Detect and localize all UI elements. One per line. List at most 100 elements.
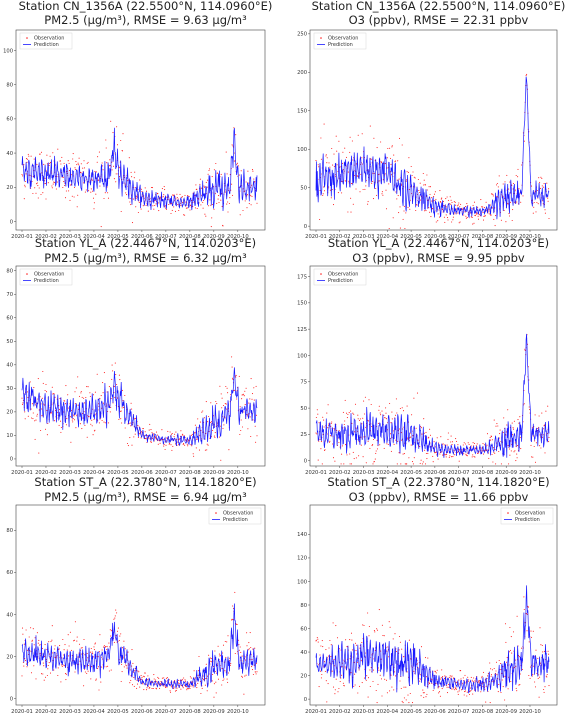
observation-point	[139, 433, 141, 435]
observation-point	[71, 195, 73, 197]
observation-point	[398, 137, 401, 139]
observation-point	[246, 194, 249, 196]
observation-point	[536, 427, 538, 430]
observation-point	[121, 663, 123, 666]
observation-point	[193, 670, 195, 672]
observation-point	[63, 649, 65, 651]
observation-point	[95, 171, 97, 173]
observation-point	[183, 435, 185, 437]
observation-point	[134, 418, 136, 420]
observation-point	[93, 202, 95, 204]
observation-point	[393, 443, 395, 445]
observation-point	[390, 422, 392, 424]
observation-point	[402, 656, 405, 658]
observation-point	[197, 674, 199, 676]
observation-point	[385, 412, 387, 414]
observation-point	[336, 637, 339, 639]
observation-point	[471, 216, 473, 219]
observation-point	[100, 681, 102, 683]
observation-point	[419, 446, 421, 448]
observation-point	[469, 690, 471, 693]
observation-point	[491, 669, 493, 671]
observation-point	[126, 194, 128, 196]
observation-point	[470, 676, 472, 678]
observation-point	[118, 176, 120, 178]
observation-point	[474, 456, 476, 458]
observation-point	[151, 687, 153, 690]
chart-title-line2: PM2.5 (µg/m³), RMSE = 9.63 µg/m³	[44, 13, 247, 27]
observation-point	[225, 385, 227, 388]
observation-point	[104, 422, 106, 424]
observation-point	[231, 183, 233, 185]
observation-point	[390, 163, 392, 165]
observation-point	[227, 681, 229, 683]
observation-point	[336, 164, 338, 166]
x-tick-label: 2020-08	[472, 709, 494, 715]
observation-point	[145, 683, 147, 685]
observation-point	[143, 676, 145, 678]
observation-point	[248, 642, 250, 644]
observation-point	[26, 158, 28, 160]
observation-point	[25, 158, 28, 160]
observation-point	[414, 177, 416, 179]
observation-point	[384, 417, 386, 419]
observation-point	[426, 189, 428, 191]
observation-point	[25, 663, 28, 665]
observation-point	[224, 670, 226, 672]
observation-point	[320, 448, 322, 450]
observation-point	[188, 196, 190, 198]
observation-point	[80, 163, 82, 165]
observation-point	[237, 639, 239, 641]
observation-point	[210, 658, 212, 660]
observation-point	[41, 415, 43, 417]
observation-point	[444, 221, 446, 223]
observation-point	[317, 459, 319, 461]
observation-point	[468, 679, 470, 681]
observation-point	[496, 182, 498, 185]
observation-point	[524, 348, 526, 350]
observation-point	[424, 657, 427, 659]
observation-point	[220, 393, 222, 395]
observation-point	[115, 173, 117, 175]
observation-point	[107, 665, 109, 667]
observation-point	[523, 596, 525, 598]
observation-point	[339, 680, 341, 683]
observation-point	[25, 629, 27, 631]
observation-point	[405, 212, 407, 214]
observation-point	[177, 204, 179, 206]
observation-point	[175, 689, 177, 691]
observation-point	[172, 195, 174, 197]
observation-point	[41, 172, 43, 174]
y-tick-label: 0	[304, 697, 307, 703]
observation-point	[464, 206, 467, 208]
observation-point	[116, 630, 119, 632]
observation-point	[546, 432, 548, 434]
x-tick-label: 2020-08	[179, 470, 201, 476]
observation-point	[54, 182, 56, 184]
observation-point	[231, 605, 234, 607]
observation-point	[251, 658, 253, 660]
observation-point	[236, 651, 239, 653]
observation-point	[189, 676, 191, 678]
observation-point	[225, 151, 227, 153]
observation-point	[361, 423, 363, 425]
observation-point	[25, 180, 27, 183]
observation-point	[206, 449, 208, 451]
y-tick-label: 0	[10, 219, 13, 225]
observation-point	[121, 422, 123, 424]
observation-point	[200, 429, 202, 432]
observation-point	[65, 385, 67, 387]
observation-point	[182, 433, 184, 435]
observation-point	[83, 167, 86, 169]
observation-point	[78, 643, 81, 645]
observation-point	[391, 411, 393, 413]
observation-point	[399, 227, 401, 229]
observation-point	[493, 667, 495, 670]
observation-point	[63, 654, 65, 656]
observation-point	[192, 686, 194, 688]
observation-point	[129, 201, 131, 203]
observation-point	[216, 422, 218, 424]
observation-point	[64, 644, 66, 646]
legend-prediction-label: Prediction	[223, 517, 248, 523]
observation-point	[163, 445, 165, 447]
